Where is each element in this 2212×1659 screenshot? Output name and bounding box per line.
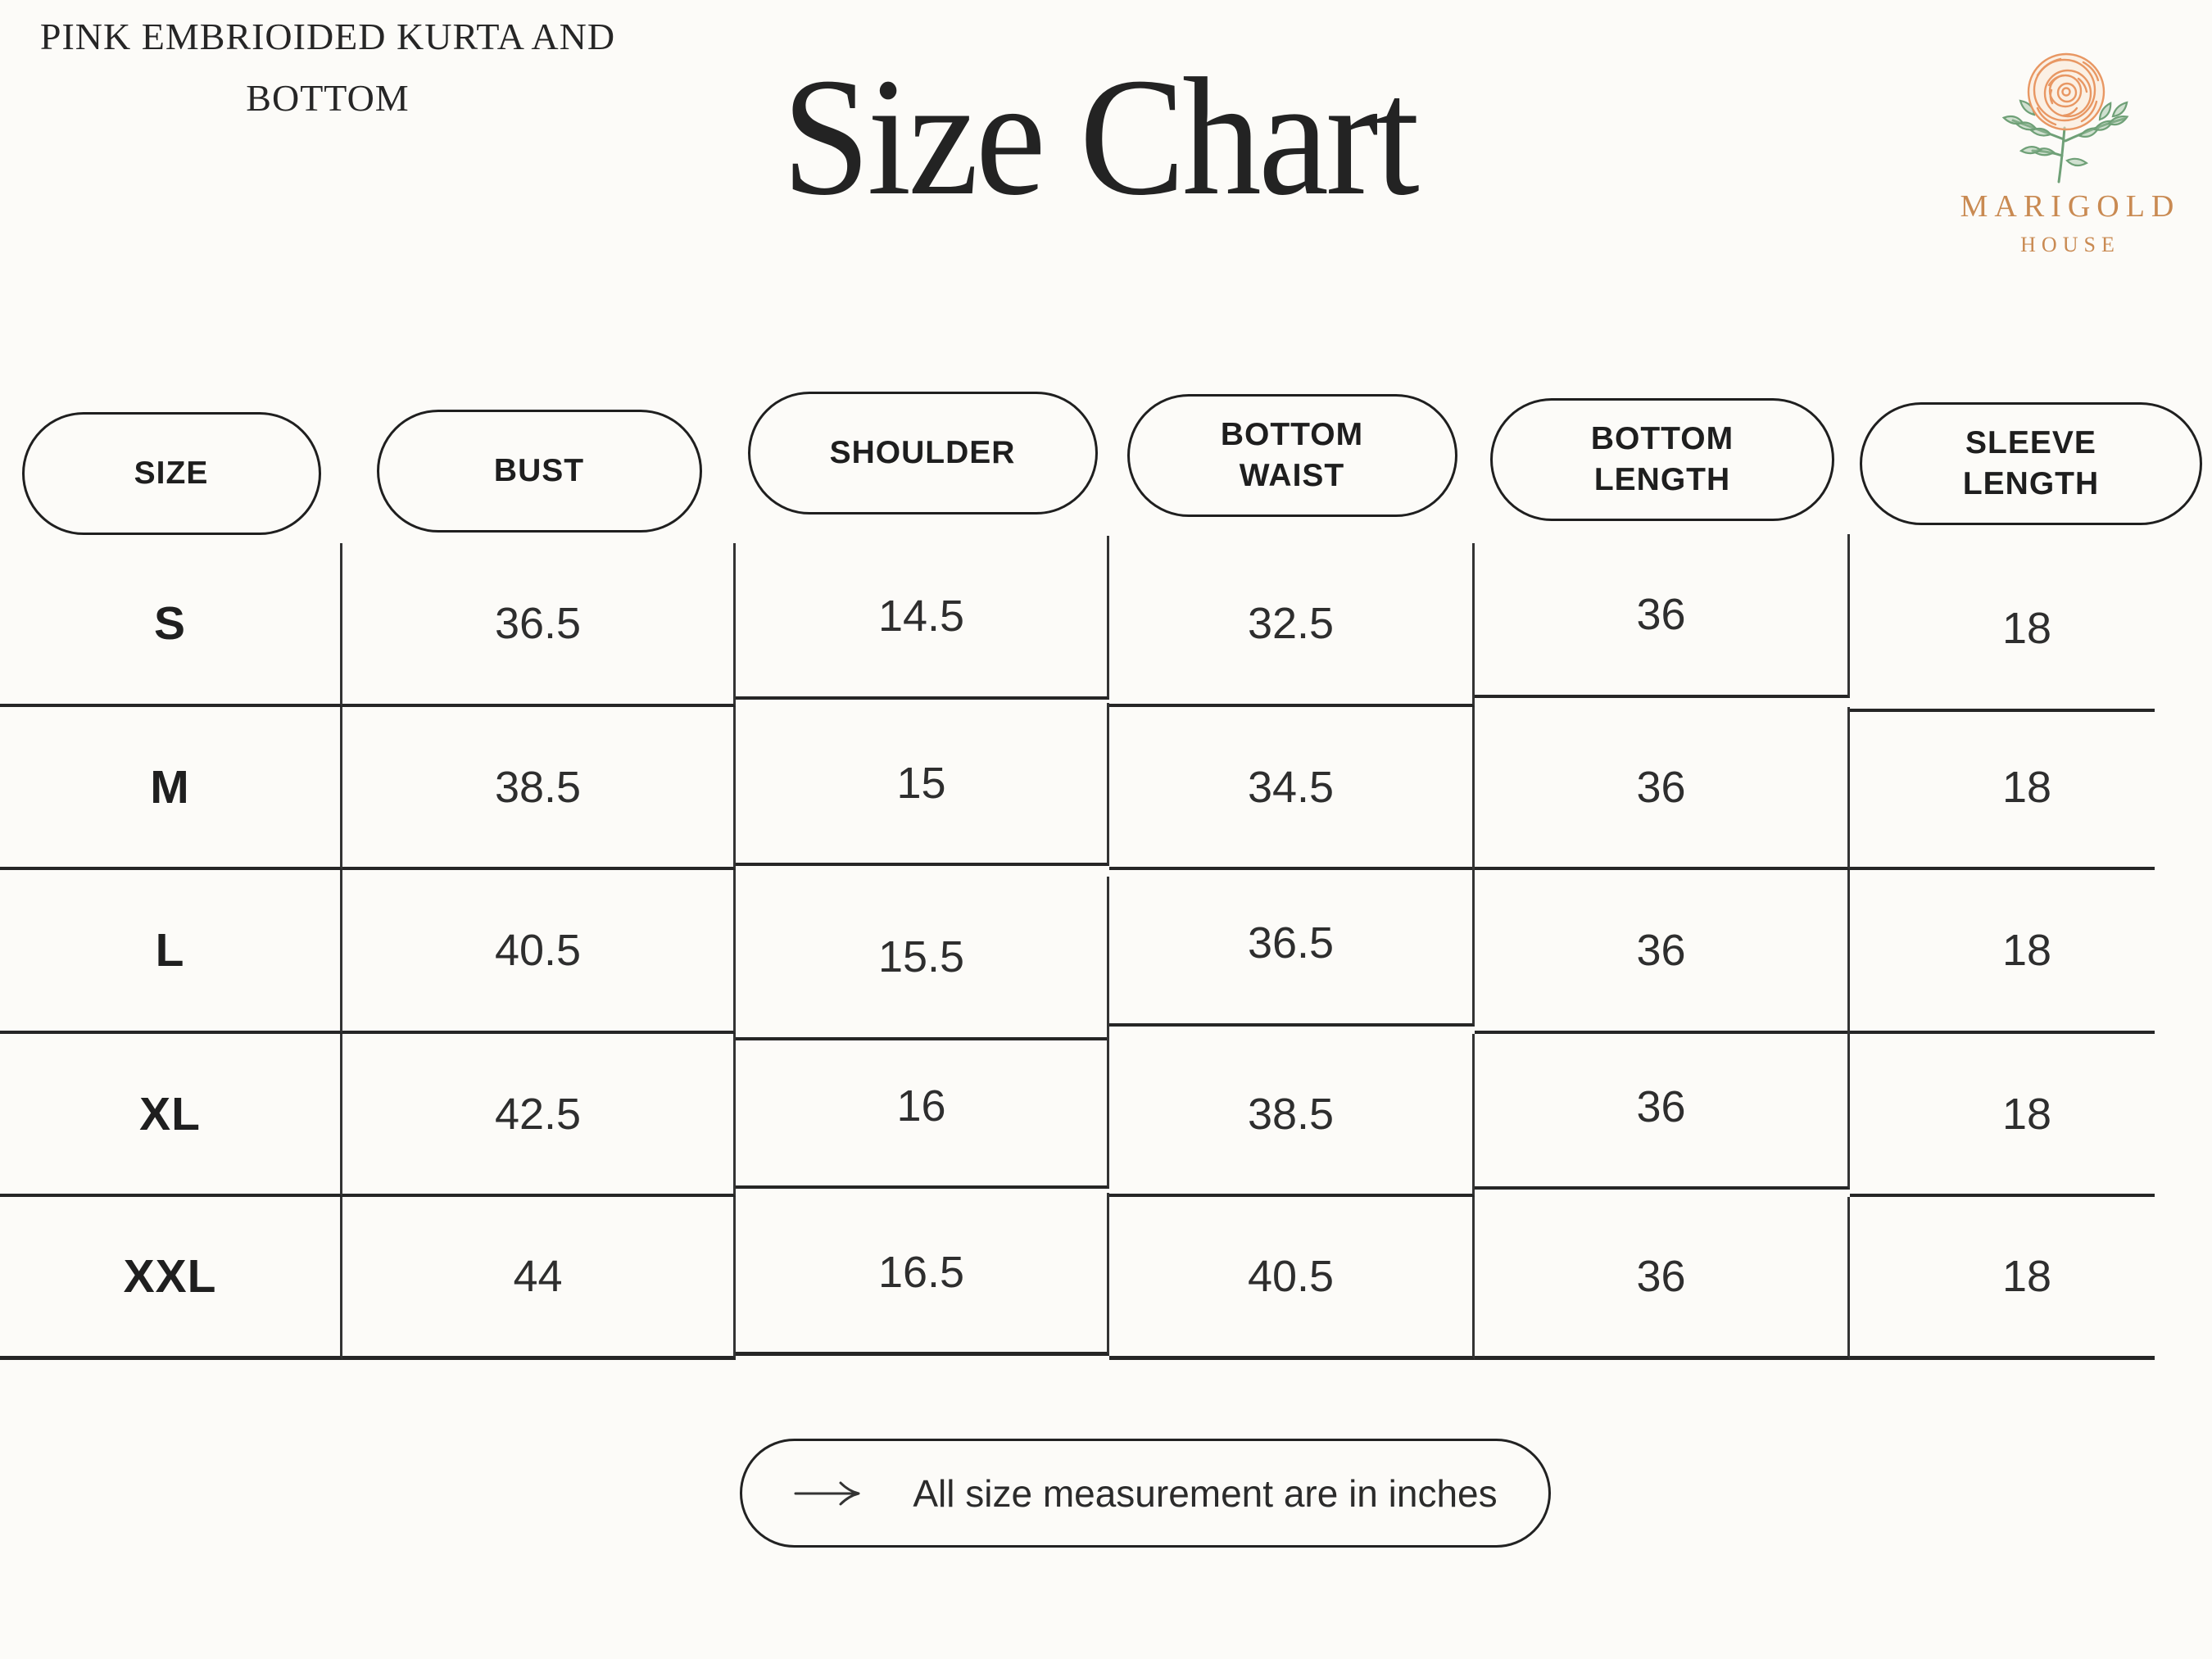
column-header-bust: BUST	[376, 410, 702, 533]
size-table: S 36.5 14.5 32.5 36 18 M 38.5 15 34.5 36…	[0, 534, 2155, 1360]
cell-bottom-length: 36	[1475, 1027, 1850, 1190]
cell-shoulder: 15	[736, 703, 1109, 866]
cell-sleeve-length: 18	[1850, 1197, 2155, 1360]
cell-size: XXL	[0, 1197, 342, 1360]
column-header-sleeve-length: SLEEVE LENGTH	[1860, 402, 2202, 525]
cell-bust: 42.5	[342, 1034, 736, 1197]
cell-sleeve-length: 18	[1850, 1034, 2155, 1197]
page-title: Size Chart	[782, 43, 1420, 230]
brand-logo: MARIGOLD HOUSE	[1943, 41, 2197, 257]
cell-bust: 40.5	[342, 870, 736, 1034]
column-header-size: SIZE	[21, 412, 321, 535]
units-note: All size measurement are in inches	[740, 1439, 1551, 1548]
cell-bottom-length: 36	[1475, 870, 1850, 1034]
product-title: PINK EMBRIOIDED KURTA AND BOTTOM	[39, 16, 616, 119]
cell-sleeve-length: 18	[1850, 707, 2155, 870]
cell-bust: 44	[342, 1197, 736, 1360]
cell-shoulder: 15.5	[736, 877, 1109, 1040]
column-header-cell: SLEEVE LENGTH	[1850, 392, 2212, 535]
column-header-cell: BUST	[342, 392, 736, 535]
cell-bottom-waist: 34.5	[1109, 707, 1475, 870]
column-header-bottom-length: BOTTOM LENGTH	[1490, 398, 1834, 521]
brand-name: MARIGOLD	[1960, 189, 2181, 224]
cell-size: L	[0, 870, 342, 1034]
cell-shoulder: 16	[736, 1026, 1109, 1189]
cell-sleeve-length: 18	[1850, 870, 2155, 1034]
column-header-cell: BOTTOM WAIST	[1109, 392, 1475, 535]
table-header-row: SIZE BUST SHOULDER BOTTOM WAIST BOTTOM L…	[0, 392, 2212, 535]
cell-shoulder: 14.5	[736, 536, 1109, 700]
cell-shoulder: 16.5	[736, 1193, 1109, 1356]
column-header-bottom-waist: BOTTOM WAIST	[1126, 394, 1457, 517]
cell-sleeve-length: 18	[1850, 548, 2155, 712]
cell-bottom-waist: 38.5	[1109, 1034, 1475, 1197]
cell-size: XL	[0, 1034, 342, 1197]
cell-bottom-waist: 36.5	[1109, 863, 1475, 1027]
column-header-cell: BOTTOM LENGTH	[1475, 392, 1850, 535]
cell-bottom-length: 36	[1475, 1197, 1850, 1360]
cell-size: M	[0, 707, 342, 870]
column-header-shoulder: SHOULDER	[747, 392, 1098, 514]
cell-bust: 36.5	[342, 543, 736, 707]
marigold-flower-icon	[2001, 52, 2131, 184]
cell-bust: 38.5	[342, 707, 736, 870]
brand-subtitle: HOUSE	[2020, 233, 2120, 256]
column-header-cell: SHOULDER	[736, 392, 1109, 535]
units-note-text: All size measurement are in inches	[913, 1471, 1498, 1515]
cell-size: S	[0, 543, 342, 707]
column-header-cell: SIZE	[0, 392, 342, 535]
arrow-right-icon	[794, 1481, 860, 1505]
cell-bottom-length: 36	[1475, 707, 1850, 870]
cell-bottom-length: 36	[1475, 534, 1850, 698]
cell-bottom-waist: 32.5	[1109, 543, 1475, 707]
cell-bottom-waist: 40.5	[1109, 1197, 1475, 1360]
